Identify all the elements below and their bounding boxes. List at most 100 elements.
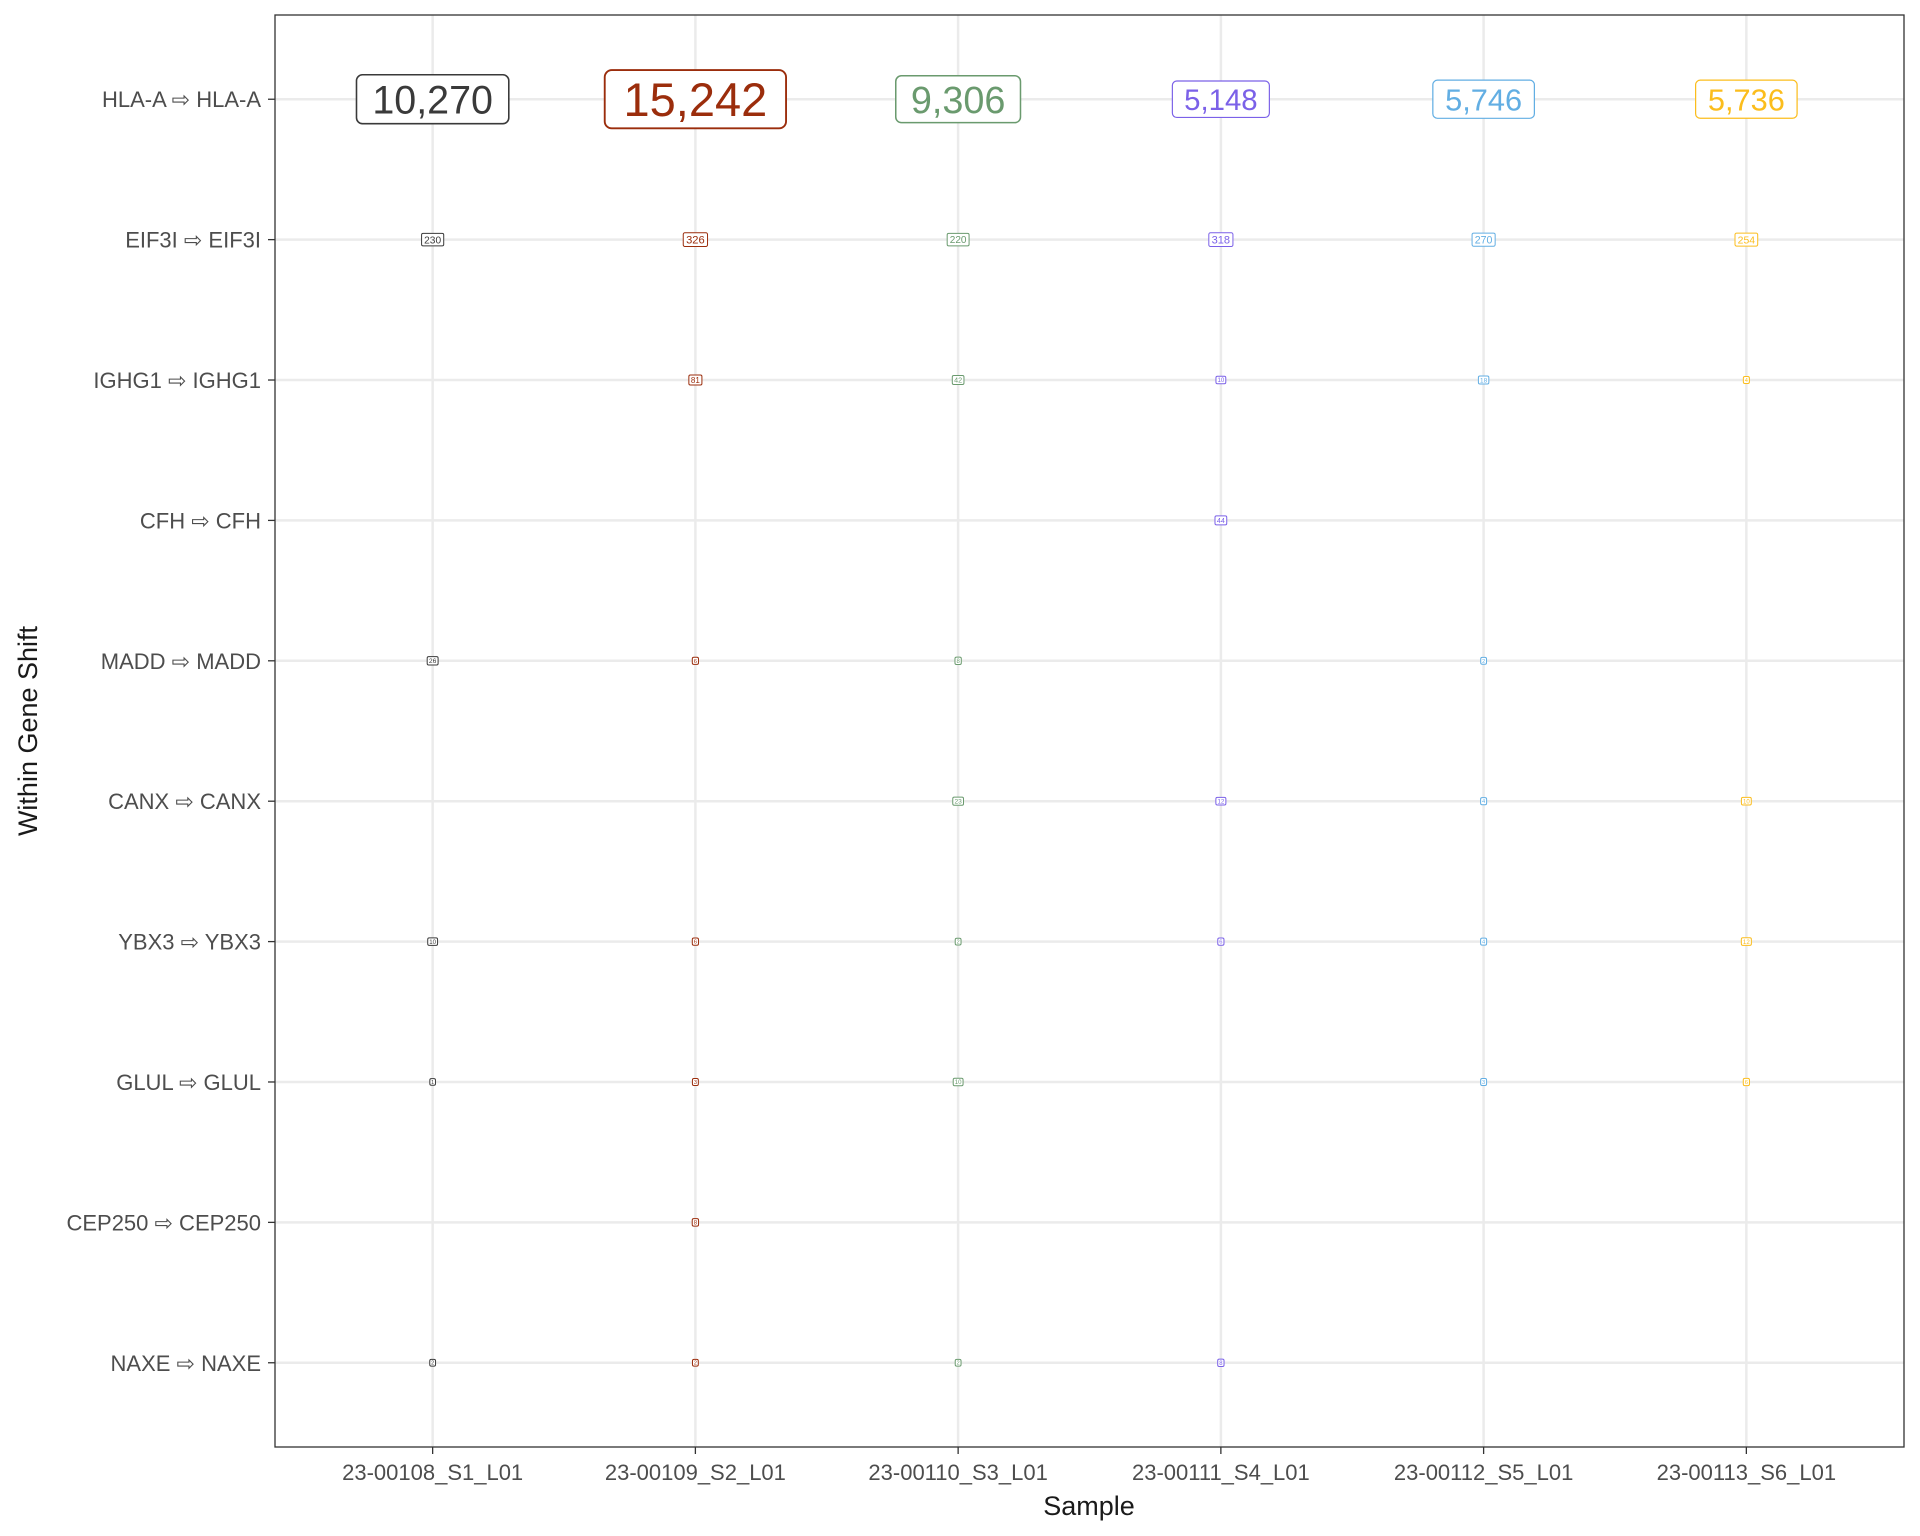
data-label-box <box>1214 515 1228 526</box>
data-label-box <box>426 656 439 666</box>
data-label-box <box>688 374 703 386</box>
data-label-box <box>1480 656 1488 665</box>
data-label: 42 <box>951 375 965 385</box>
data-label-text: 6 <box>694 940 697 946</box>
y-tick-label: EIF3I ⇨ EIF3I <box>125 228 261 253</box>
data-label: 8 <box>954 656 962 666</box>
data-label-text: 1 <box>431 1080 434 1086</box>
data-label: 6 <box>1217 937 1225 946</box>
data-label-text: 4 <box>1482 940 1485 946</box>
data-label-box <box>1740 796 1752 806</box>
data-label: 8 <box>1217 1358 1225 1367</box>
data-label-text: 326 <box>686 235 705 247</box>
x-tick-label: 23-00112_S5_L01 <box>1394 1460 1573 1485</box>
data-label: 6 <box>691 937 699 946</box>
data-label-box <box>951 375 965 385</box>
data-label: 2 <box>954 937 962 946</box>
data-label: 10 <box>427 937 439 946</box>
x-axis-title: Sample <box>1043 1491 1135 1521</box>
data-label: 2 <box>429 1358 437 1367</box>
data-label-box <box>691 1358 699 1367</box>
data-label: 5,736 <box>1695 79 1798 119</box>
data-label-text: 26 <box>429 658 437 665</box>
panel-border <box>274 14 1905 1448</box>
data-label: 254 <box>1734 232 1759 247</box>
y-tick-label: IGHG1 ⇨ IGHG1 <box>93 368 261 393</box>
data-label: 2 <box>954 1358 962 1367</box>
data-label-box <box>1734 232 1759 247</box>
data-label-box <box>1208 232 1234 247</box>
x-axis: 23-00108_S1_L01 23-00109_S2_L01 23-00110_S… <box>342 1447 1836 1485</box>
data-label: 6 <box>1742 1077 1750 1087</box>
data-label: 8 <box>691 1218 700 1227</box>
data-label-box <box>1217 937 1225 946</box>
data-label-text: 220 <box>950 235 967 246</box>
data-label: 2 <box>1480 656 1488 665</box>
data-label-text: 10 <box>429 940 436 946</box>
data-label-box <box>952 796 964 806</box>
data-label-box <box>691 937 699 946</box>
data-label-box <box>1695 79 1798 119</box>
data-label-box <box>1480 1078 1488 1086</box>
data-label-text: 12 <box>1217 798 1224 805</box>
data-label-box <box>954 656 962 666</box>
y-tick-label: NAXE ⇨ NAXE <box>111 1351 261 1376</box>
data-label-box <box>954 1358 962 1367</box>
data-label-text: 2 <box>431 1361 434 1367</box>
data-label-text: 5,736 <box>1708 82 1785 117</box>
data-label: 15,242 <box>603 69 787 130</box>
data-label-box <box>691 656 699 665</box>
x-tick-label: 23-00109_S2_L01 <box>605 1460 786 1485</box>
grid-lines <box>275 15 1904 1447</box>
data-label-text: 10 <box>1743 799 1750 805</box>
data-label-text: 23 <box>954 799 962 806</box>
data-label-box <box>603 69 787 130</box>
data-label-text: 230 <box>424 235 441 246</box>
data-label-text: 2 <box>957 1361 960 1367</box>
data-label-text: 10,270 <box>372 78 493 122</box>
data-label: 4 <box>1742 375 1750 385</box>
data-label: 26 <box>426 656 439 666</box>
data-label-text: 9,306 <box>911 80 1006 122</box>
data-label-box <box>427 937 439 946</box>
data-label-box <box>1215 375 1227 385</box>
data-label-box <box>1477 375 1490 385</box>
y-tick-label: MADD ⇨ MADD <box>101 649 261 674</box>
data-label-box <box>1740 937 1752 946</box>
data-label: 318 <box>1208 232 1234 247</box>
data-label: 270 <box>1471 232 1496 247</box>
data-label-box <box>952 1077 964 1087</box>
data-label-text: 6 <box>694 659 697 665</box>
data-label: 5,148 <box>1171 80 1270 119</box>
data-label-text: 6 <box>1219 940 1222 946</box>
data-label-text: 2 <box>957 940 960 946</box>
data-label: 9,306 <box>895 75 1022 124</box>
data-label-text: 4 <box>1745 378 1748 384</box>
data-label-text: 3 <box>1482 1080 1485 1086</box>
data-label-box <box>1742 375 1750 385</box>
data-label: 18 <box>1477 375 1490 385</box>
data-label-box <box>1217 1358 1225 1367</box>
data-label: 326 <box>682 232 709 248</box>
data-label-text: 44 <box>1217 516 1225 525</box>
data-label-text: 3 <box>694 1080 697 1086</box>
data-label: 4 <box>1480 937 1488 946</box>
data-label-box <box>355 73 510 125</box>
data-label: 220 <box>946 232 970 247</box>
data-label-box <box>895 75 1022 124</box>
data-label-box <box>429 1358 437 1367</box>
data-label-text: 6 <box>1745 1080 1748 1086</box>
y-tick-label: CFH ⇨ CFH <box>140 508 261 533</box>
data-label-text: 8 <box>1219 1361 1223 1367</box>
data-label: 4 <box>1480 797 1488 805</box>
y-tick-label: CANX ⇨ CANX <box>108 789 261 814</box>
data-label-text: 12 <box>1743 939 1750 946</box>
data-label: 10 <box>952 1077 964 1087</box>
data-label: 12 <box>1215 796 1227 806</box>
y-tick-label: GLUL ⇨ GLUL <box>116 1070 261 1095</box>
data-label: 10 <box>1740 796 1752 806</box>
data-label: 23 <box>952 796 964 806</box>
data-label-box <box>1742 1077 1750 1087</box>
data-label: 3 <box>691 1078 699 1086</box>
